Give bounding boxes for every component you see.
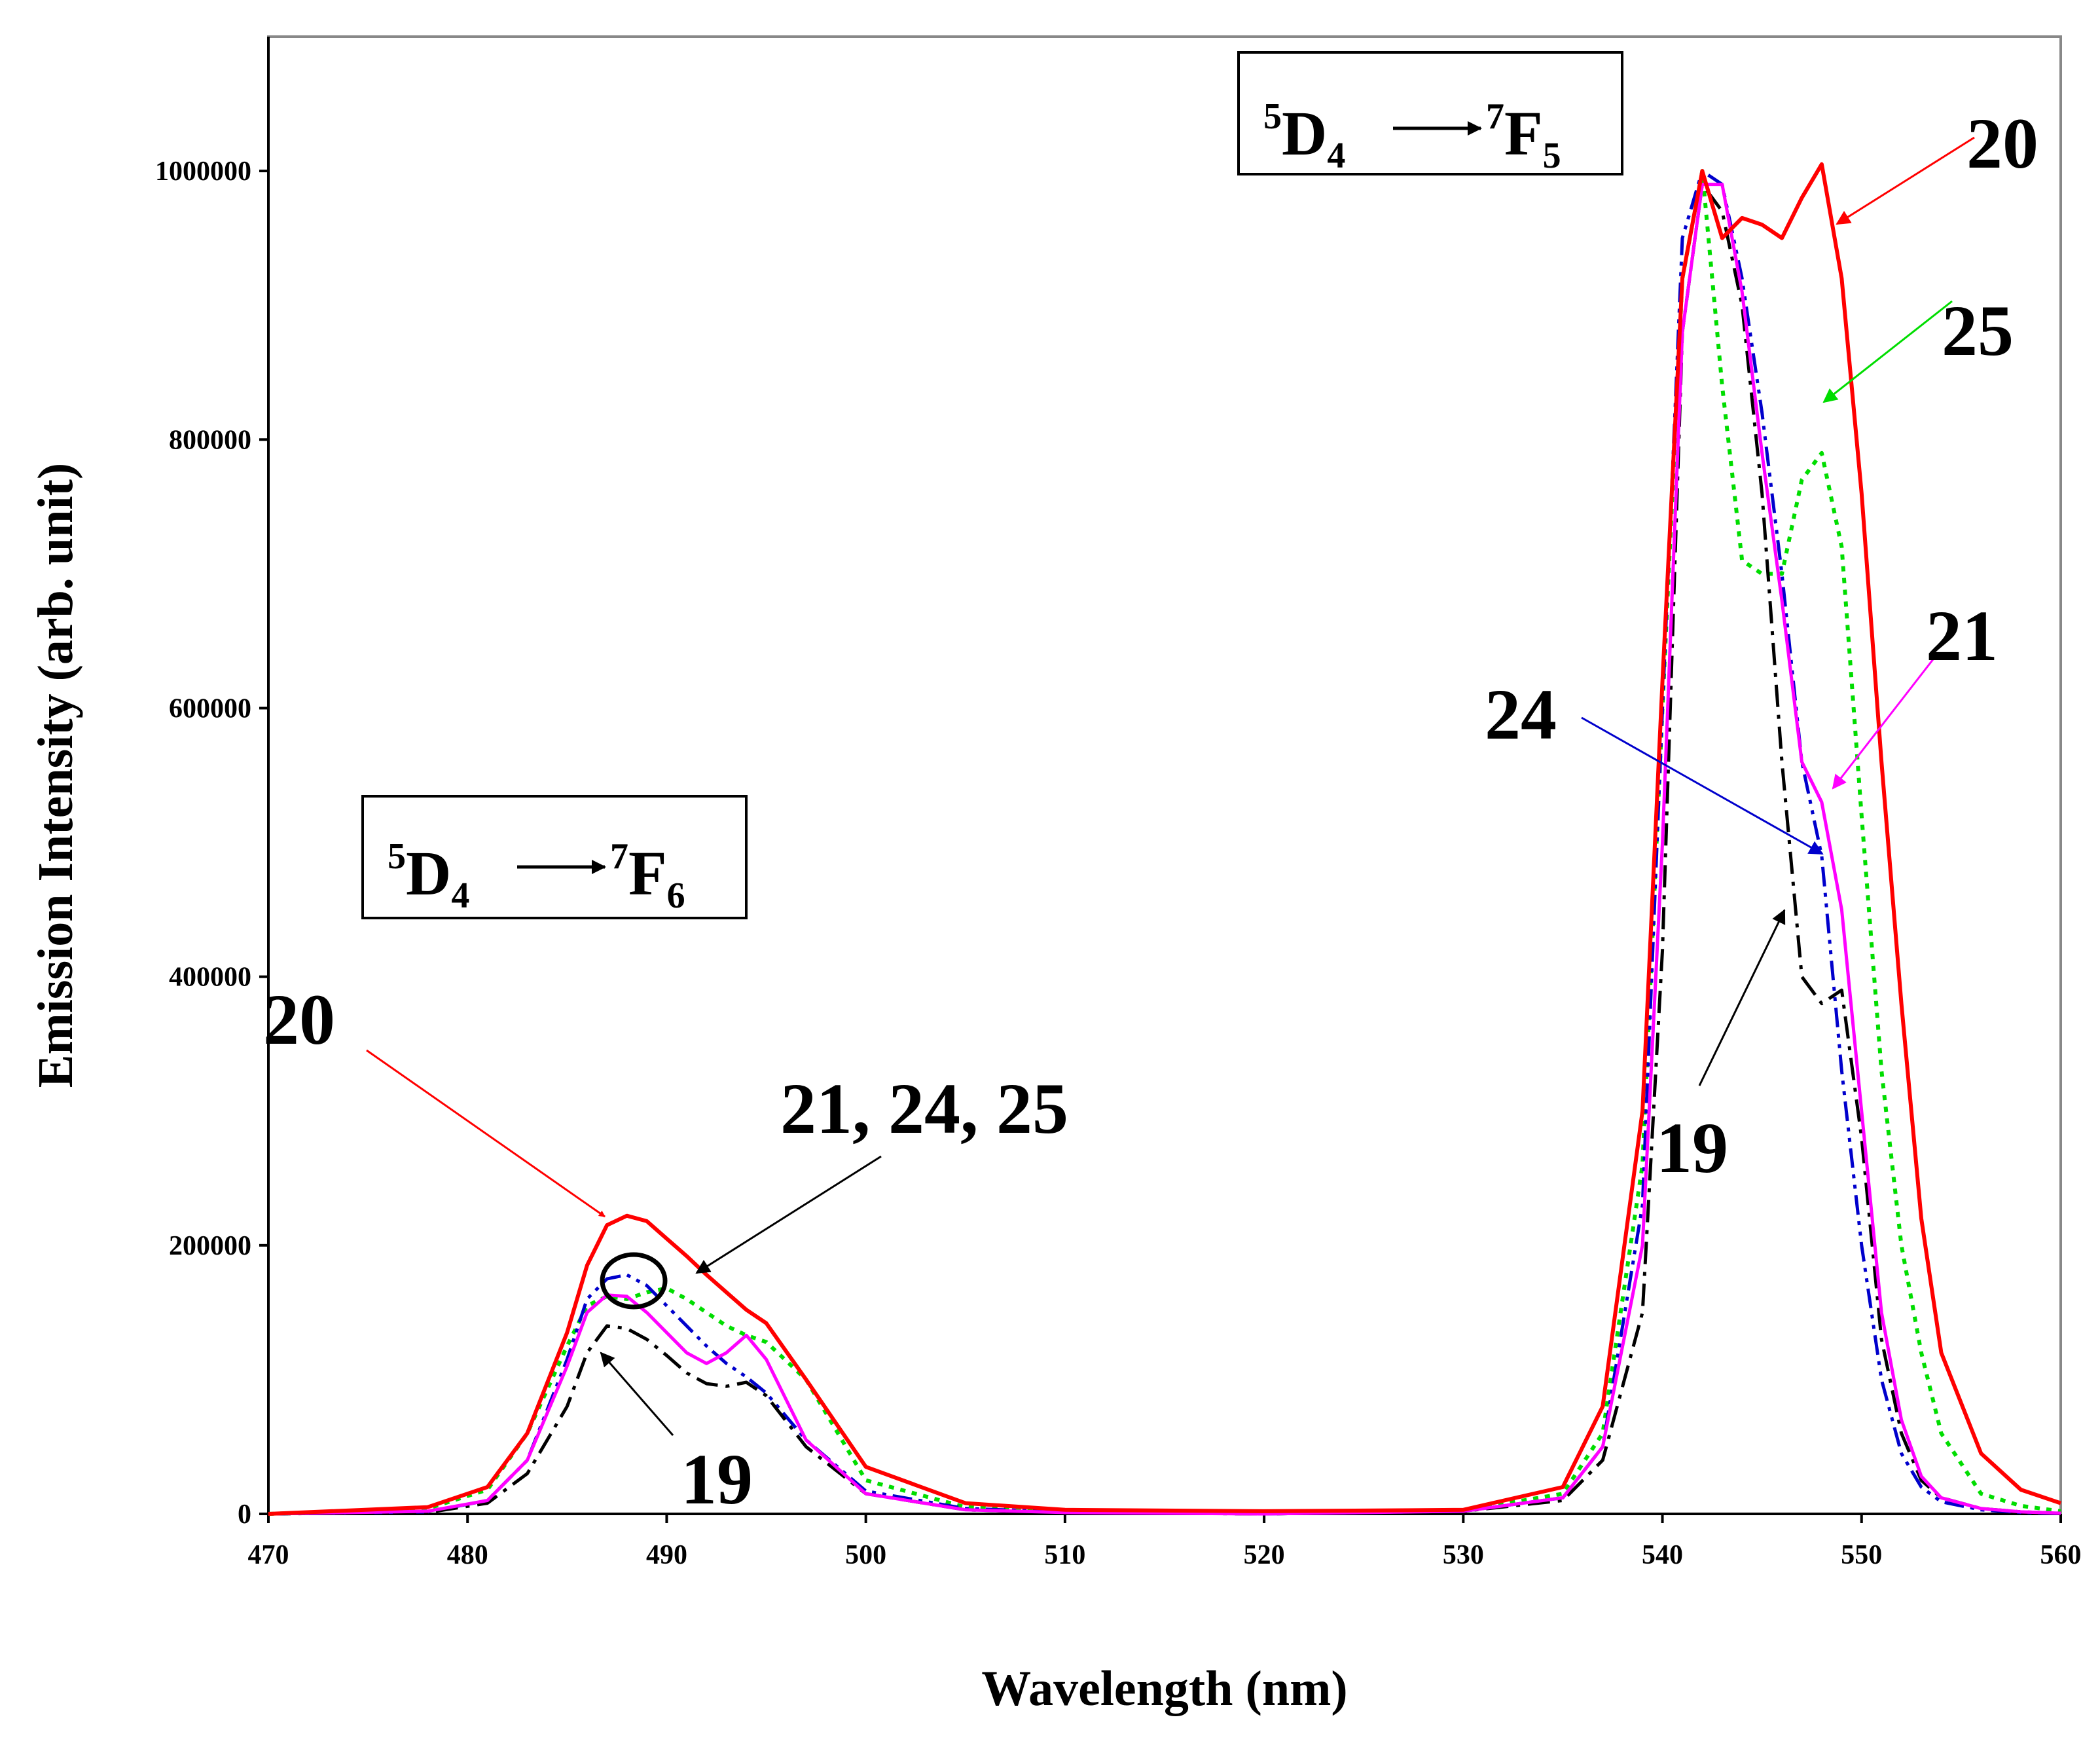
- svg-text:5D4: 5D4: [388, 836, 469, 916]
- series-line-21: [268, 183, 2061, 1516]
- series-line-25: [268, 169, 2061, 1516]
- label-20-left: 20: [263, 980, 335, 1059]
- svg-text:5D4: 5D4: [1263, 96, 1345, 176]
- svg-text:7F6: 7F6: [610, 836, 685, 916]
- f5-lower-sup: 7: [1486, 96, 1504, 137]
- f6-upper-sub: 4: [451, 875, 469, 916]
- arrow-21-24-25: [695, 1155, 882, 1274]
- svg-text:7F5: 7F5: [1486, 96, 1561, 176]
- f6-lower: F: [628, 838, 667, 908]
- series-layer: [268, 162, 2061, 1516]
- label-25-right: 25: [1942, 291, 2014, 371]
- f5-upper-sup: 5: [1263, 96, 1282, 137]
- f5-upper-sub: 4: [1327, 136, 1345, 176]
- x-tick-label: 470: [248, 1540, 289, 1570]
- x-tick-label: 500: [845, 1540, 886, 1570]
- y-axis-title: Emission Intensity (arb. unit): [28, 463, 83, 1088]
- y-tick-label: 0: [238, 1499, 251, 1530]
- y-tick-label: 400000: [169, 963, 251, 993]
- f5-lower-sub: 5: [1543, 136, 1561, 176]
- x-axis-title: Wavelength (nm): [981, 1661, 1347, 1716]
- y-axis-ticks: 0 200000 400000 600000 800000 1000000: [155, 156, 268, 1530]
- plot-frame: [267, 35, 2062, 1515]
- x-axis-ticks: 470 480 490 500 510 520 530 540 550 560: [248, 1514, 2082, 1570]
- arrow-20-right: [1836, 136, 1975, 225]
- label-20-right: 20: [1966, 103, 2038, 183]
- y-tick-label: 1000000: [155, 156, 251, 187]
- x-tick-label: 510: [1044, 1540, 1085, 1570]
- peak-highlight-circle: [600, 1252, 668, 1310]
- x-tick-label: 550: [1841, 1540, 1882, 1570]
- x-tick-label: 540: [1642, 1540, 1683, 1570]
- f6-upper-sup: 5: [388, 836, 406, 877]
- series-line-20: [268, 162, 2061, 1516]
- f5-lower: F: [1504, 98, 1543, 168]
- arrow-24-right: [1581, 716, 1824, 855]
- transition-box-f5: 5D4 7F5: [1237, 51, 1623, 176]
- arrow-19-right: [1698, 909, 1786, 1086]
- label-19-left: 19: [681, 1439, 753, 1519]
- f6-upper: D: [406, 838, 451, 908]
- arrow-21-right: [1832, 653, 1939, 790]
- arrow-25-right: [1822, 300, 1953, 403]
- f6-lower-sub: 6: [667, 875, 685, 916]
- label-24-right: 24: [1485, 674, 1557, 754]
- x-tick-label: 490: [646, 1540, 687, 1570]
- arrow-19-left: [600, 1352, 674, 1436]
- series-line-19: [268, 183, 2061, 1516]
- y-tick-label: 800000: [169, 425, 251, 455]
- transition-box-f6: 5D4 7F6: [361, 795, 748, 919]
- arrow-20-left: [366, 1049, 606, 1218]
- f6-lower-sup: 7: [610, 836, 628, 877]
- label-21-right: 21: [1926, 596, 1998, 676]
- label-21-24-25: 21, 24, 25: [780, 1069, 1068, 1149]
- label-19-right: 19: [1656, 1108, 1728, 1188]
- f5-upper: D: [1282, 98, 1327, 168]
- x-tick-label: 480: [447, 1540, 488, 1570]
- x-tick-label: 560: [2040, 1540, 2082, 1570]
- x-tick-label: 530: [1443, 1540, 1484, 1570]
- x-tick-label: 520: [1244, 1540, 1285, 1570]
- y-tick-label: 600000: [169, 693, 251, 724]
- y-tick-label: 200000: [169, 1231, 251, 1261]
